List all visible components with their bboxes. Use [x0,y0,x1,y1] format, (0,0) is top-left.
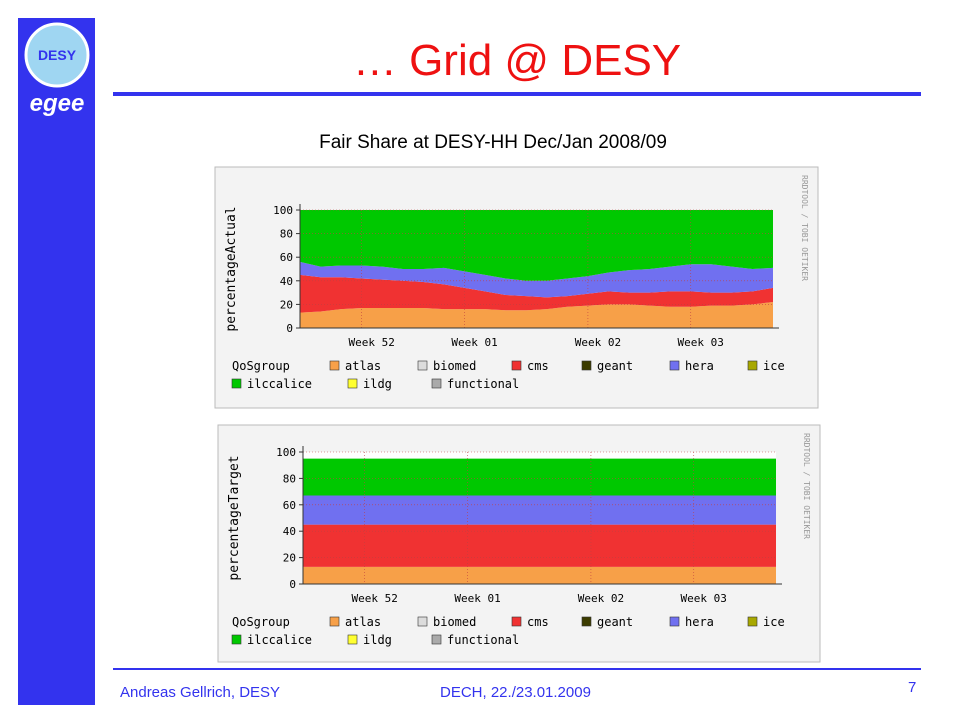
x-tick-label: Week 02 [578,592,624,605]
x-tick-label: Week 03 [681,592,727,605]
side-bar [18,18,95,705]
title-rule [113,92,921,96]
footer-left: Andreas Gellrich, DESY [120,684,280,701]
x-tick-label: Week 03 [678,336,724,349]
legend-swatch [511,360,522,371]
legend-label: ilccalice [247,633,312,647]
legend-swatch [511,616,522,627]
y-tick-label: 80 [283,472,296,485]
y-tick-label: 60 [280,251,293,264]
y-tick-label: 60 [283,499,296,512]
y-tick-label: 40 [283,525,296,538]
egee-logo: egee [30,90,85,117]
y-tick-label: 100 [273,204,293,217]
y-tick-label: 20 [280,298,293,311]
y-axis-label: percentageTarget [227,455,242,580]
legend-swatch [347,378,358,389]
y-tick-label: 0 [286,322,293,335]
x-tick-label: Week 52 [349,336,395,349]
area [303,495,776,525]
legend-swatch [747,616,758,627]
legend-swatch [747,360,758,371]
legend-label: geant [597,359,633,373]
legend-label: functional [447,377,519,391]
legend-swatch [417,360,428,371]
legend-label: ildg [363,377,392,391]
legend-label: ice [763,615,785,629]
x-tick-label: Week 52 [352,592,398,605]
x-tick-label: Week 01 [451,336,497,349]
legend-swatch [581,360,592,371]
y-tick-label: 0 [289,578,296,591]
legend-label: cms [527,615,549,629]
legend-label: hera [685,615,714,629]
legend-swatch [329,360,340,371]
side-label: RRDTOOL / TOBI OETIKER [800,175,809,281]
legend-label: cms [527,359,549,373]
y-tick-label: 40 [280,275,293,288]
y-tick-label: 100 [276,446,296,459]
area [303,458,776,496]
legend-swatch [431,378,442,389]
x-tick-label: Week 01 [454,592,500,605]
legend-label: atlas [345,359,381,373]
page-number: 7 [908,679,916,696]
legend-title: QoSgroup [232,359,290,373]
logo-text: DESY [38,47,77,63]
legend-label: geant [597,615,633,629]
footer-rule [113,668,921,670]
legend-swatch [669,360,680,371]
y-axis-label: percentageActual [224,206,239,331]
area [300,261,773,298]
legend-swatch [329,616,340,627]
footer-center: DECH, 22./23.01.2009 [440,684,591,701]
x-tick-label: Week 02 [575,336,621,349]
chart: 0 20 40 60 80 100 Week 52 Week 01 Week 02 Week 03… [214,166,819,409]
legend-label: biomed [433,615,476,629]
area [300,210,773,281]
subtitle: Fair Share at DESY-HH Dec/Jan 2008/09 [319,132,667,153]
legend-label: ildg [363,633,392,647]
y-tick-label: 80 [280,228,293,241]
legend-swatch [231,378,242,389]
legend-swatch [347,634,358,645]
legend-label: functional [447,633,519,647]
area [303,524,776,567]
slide-title: … Grid @ DESY [353,36,681,85]
legend-label: biomed [433,359,476,373]
legend-label: hera [685,359,714,373]
legend-swatch [417,616,428,627]
area [300,302,773,328]
charts: 0 20 40 60 80 100 Week 52 Week 01 Week 02 Week 03… [214,166,821,663]
legend-swatch [431,634,442,645]
side-label: RRDTOOL / TOBI OETIKER [802,433,811,539]
legend-label: ice [763,359,785,373]
legend-swatch [581,616,592,627]
legend-title: QoSgroup [232,615,290,629]
legend-label: atlas [345,615,381,629]
y-tick-label: 20 [283,552,296,565]
area [303,566,776,584]
legend-swatch [231,634,242,645]
legend-label: ilccalice [247,377,312,391]
area [300,274,773,313]
chart: 0 20 40 60 80 100 Week 52 Week 01 Week 02 Week 03… [217,424,821,663]
desy-logo [24,22,90,88]
legend-swatch [669,616,680,627]
